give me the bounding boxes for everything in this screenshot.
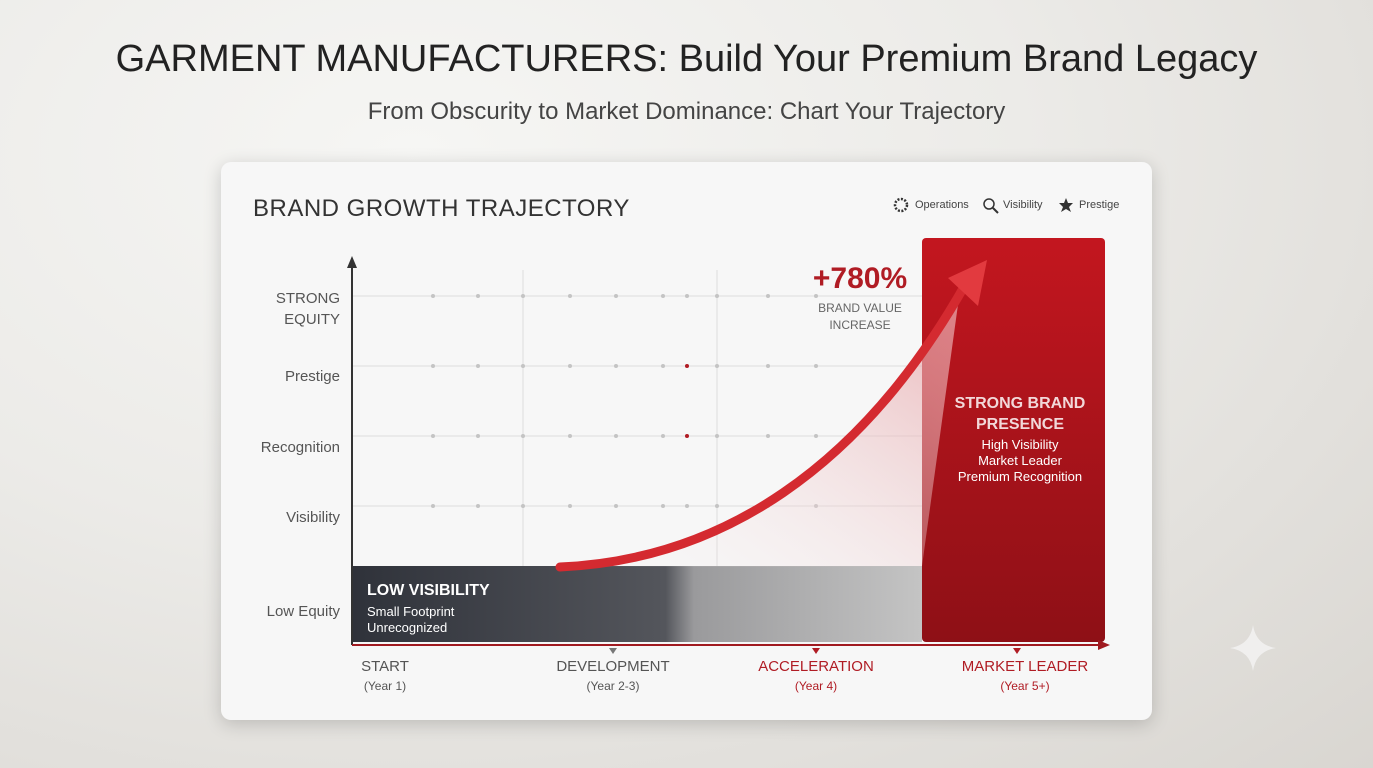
grid-dot bbox=[614, 434, 618, 438]
stage-label: START bbox=[361, 658, 409, 675]
legend-item: Visibility bbox=[1003, 199, 1043, 211]
legend-item: Prestige bbox=[1079, 199, 1120, 211]
grid-dot bbox=[766, 294, 770, 298]
grid-dot bbox=[715, 364, 719, 368]
low-box-title: LOW VISIBILITY bbox=[367, 582, 490, 599]
grid-dot bbox=[715, 294, 719, 298]
grid-dot bbox=[614, 294, 618, 298]
grid-dot bbox=[766, 434, 770, 438]
callout: +780% BRAND VALUE INCREASE bbox=[800, 262, 920, 334]
stage-period: (Year 2-3) bbox=[586, 679, 640, 693]
high-box-title: STRONG BRAND PRESENCE bbox=[954, 395, 1086, 433]
low-visibility-band bbox=[352, 566, 922, 642]
grid-dot bbox=[476, 434, 480, 438]
grid-dot bbox=[431, 504, 435, 508]
stage-label: MARKET LEADER bbox=[961, 658, 1089, 675]
stage-period: (Year 4) bbox=[794, 679, 838, 693]
legend-icons bbox=[893, 197, 1073, 214]
card-title: BRAND GROWTH TRAJECTORY bbox=[253, 195, 630, 222]
stage: ACCELERATION (Year 4) bbox=[716, 658, 916, 693]
grid-dot bbox=[568, 504, 572, 508]
stage-label: ACCELERATION bbox=[758, 658, 874, 675]
grid-dot bbox=[661, 434, 665, 438]
y-level-label: Prestige bbox=[284, 368, 340, 385]
legend-item: Operations bbox=[915, 199, 969, 211]
y-level-label: STRONG EQUITY bbox=[275, 290, 340, 328]
grid-dot bbox=[685, 504, 689, 508]
stage: START (Year 1) bbox=[285, 658, 485, 693]
y-level-label: Recognition bbox=[260, 439, 340, 456]
grid-dot bbox=[715, 504, 719, 508]
stage-period: (Year 5+) bbox=[1000, 679, 1050, 693]
stage: MARKET LEADER (Year 5+) bbox=[925, 658, 1125, 693]
high-box-line: High Visibility bbox=[981, 437, 1059, 452]
stage-label: DEVELOPMENT bbox=[556, 658, 670, 675]
y-level-label: Low Equity bbox=[266, 603, 340, 620]
grid-dot bbox=[685, 294, 689, 298]
growth-arrowhead bbox=[948, 260, 987, 306]
high-box: STRONG BRAND PRESENCE High Visibility Ma… bbox=[940, 393, 1100, 484]
grid-dot bbox=[661, 294, 665, 298]
high-box-line: Premium Recognition bbox=[957, 469, 1083, 484]
page-title: GARMENT MANUFACTURERS: Build Your Premiu… bbox=[115, 38, 1258, 80]
grid-dot bbox=[766, 364, 770, 368]
leader-panel bbox=[922, 238, 1105, 642]
grid-dot bbox=[568, 434, 572, 438]
grid-dot bbox=[521, 294, 525, 298]
stage-period: (Year 1) bbox=[363, 679, 407, 693]
grid-dot bbox=[568, 294, 572, 298]
low-box: LOW VISIBILITY Small Footprint Unrecogni… bbox=[367, 582, 490, 635]
grid-dot bbox=[661, 504, 665, 508]
grid-dot bbox=[685, 434, 689, 438]
x-axis-arrow bbox=[1098, 640, 1110, 650]
grid-dot bbox=[431, 294, 435, 298]
callout-label: BRAND VALUE INCREASE bbox=[818, 301, 902, 332]
y-axis-arrow bbox=[347, 256, 357, 268]
grid-dot bbox=[614, 364, 618, 368]
grid-dot bbox=[568, 364, 572, 368]
sparkle bbox=[1230, 625, 1276, 671]
grid-dot bbox=[521, 434, 525, 438]
grid-dot bbox=[431, 434, 435, 438]
grid-dot bbox=[476, 294, 480, 298]
grid-dot bbox=[685, 364, 689, 368]
growth-fill bbox=[560, 290, 960, 567]
growth-arrow bbox=[555, 280, 970, 572]
grid-dot bbox=[521, 364, 525, 368]
grid-dot bbox=[661, 364, 665, 368]
y-level-label: Visibility bbox=[286, 509, 340, 526]
high-box-line: Market Leader bbox=[978, 453, 1062, 468]
grid-dot bbox=[476, 504, 480, 508]
grid-dot bbox=[814, 434, 818, 438]
grid-dot bbox=[814, 294, 818, 298]
grid-dot bbox=[614, 504, 618, 508]
grid-dot bbox=[521, 504, 525, 508]
grid-dot bbox=[814, 364, 818, 368]
low-box-line: Small Footprint bbox=[367, 604, 455, 619]
grid-dot bbox=[431, 364, 435, 368]
callout-value: +780% bbox=[812, 262, 908, 295]
stage-markers bbox=[609, 648, 1021, 654]
page-subtitle: From Obscurity to Market Dominance: Char… bbox=[367, 98, 1006, 125]
grid-dot bbox=[715, 434, 719, 438]
low-box-line: Unrecognized bbox=[367, 620, 448, 635]
grid-dot bbox=[476, 364, 480, 368]
stage: DEVELOPMENT (Year 2-3) bbox=[513, 658, 713, 693]
